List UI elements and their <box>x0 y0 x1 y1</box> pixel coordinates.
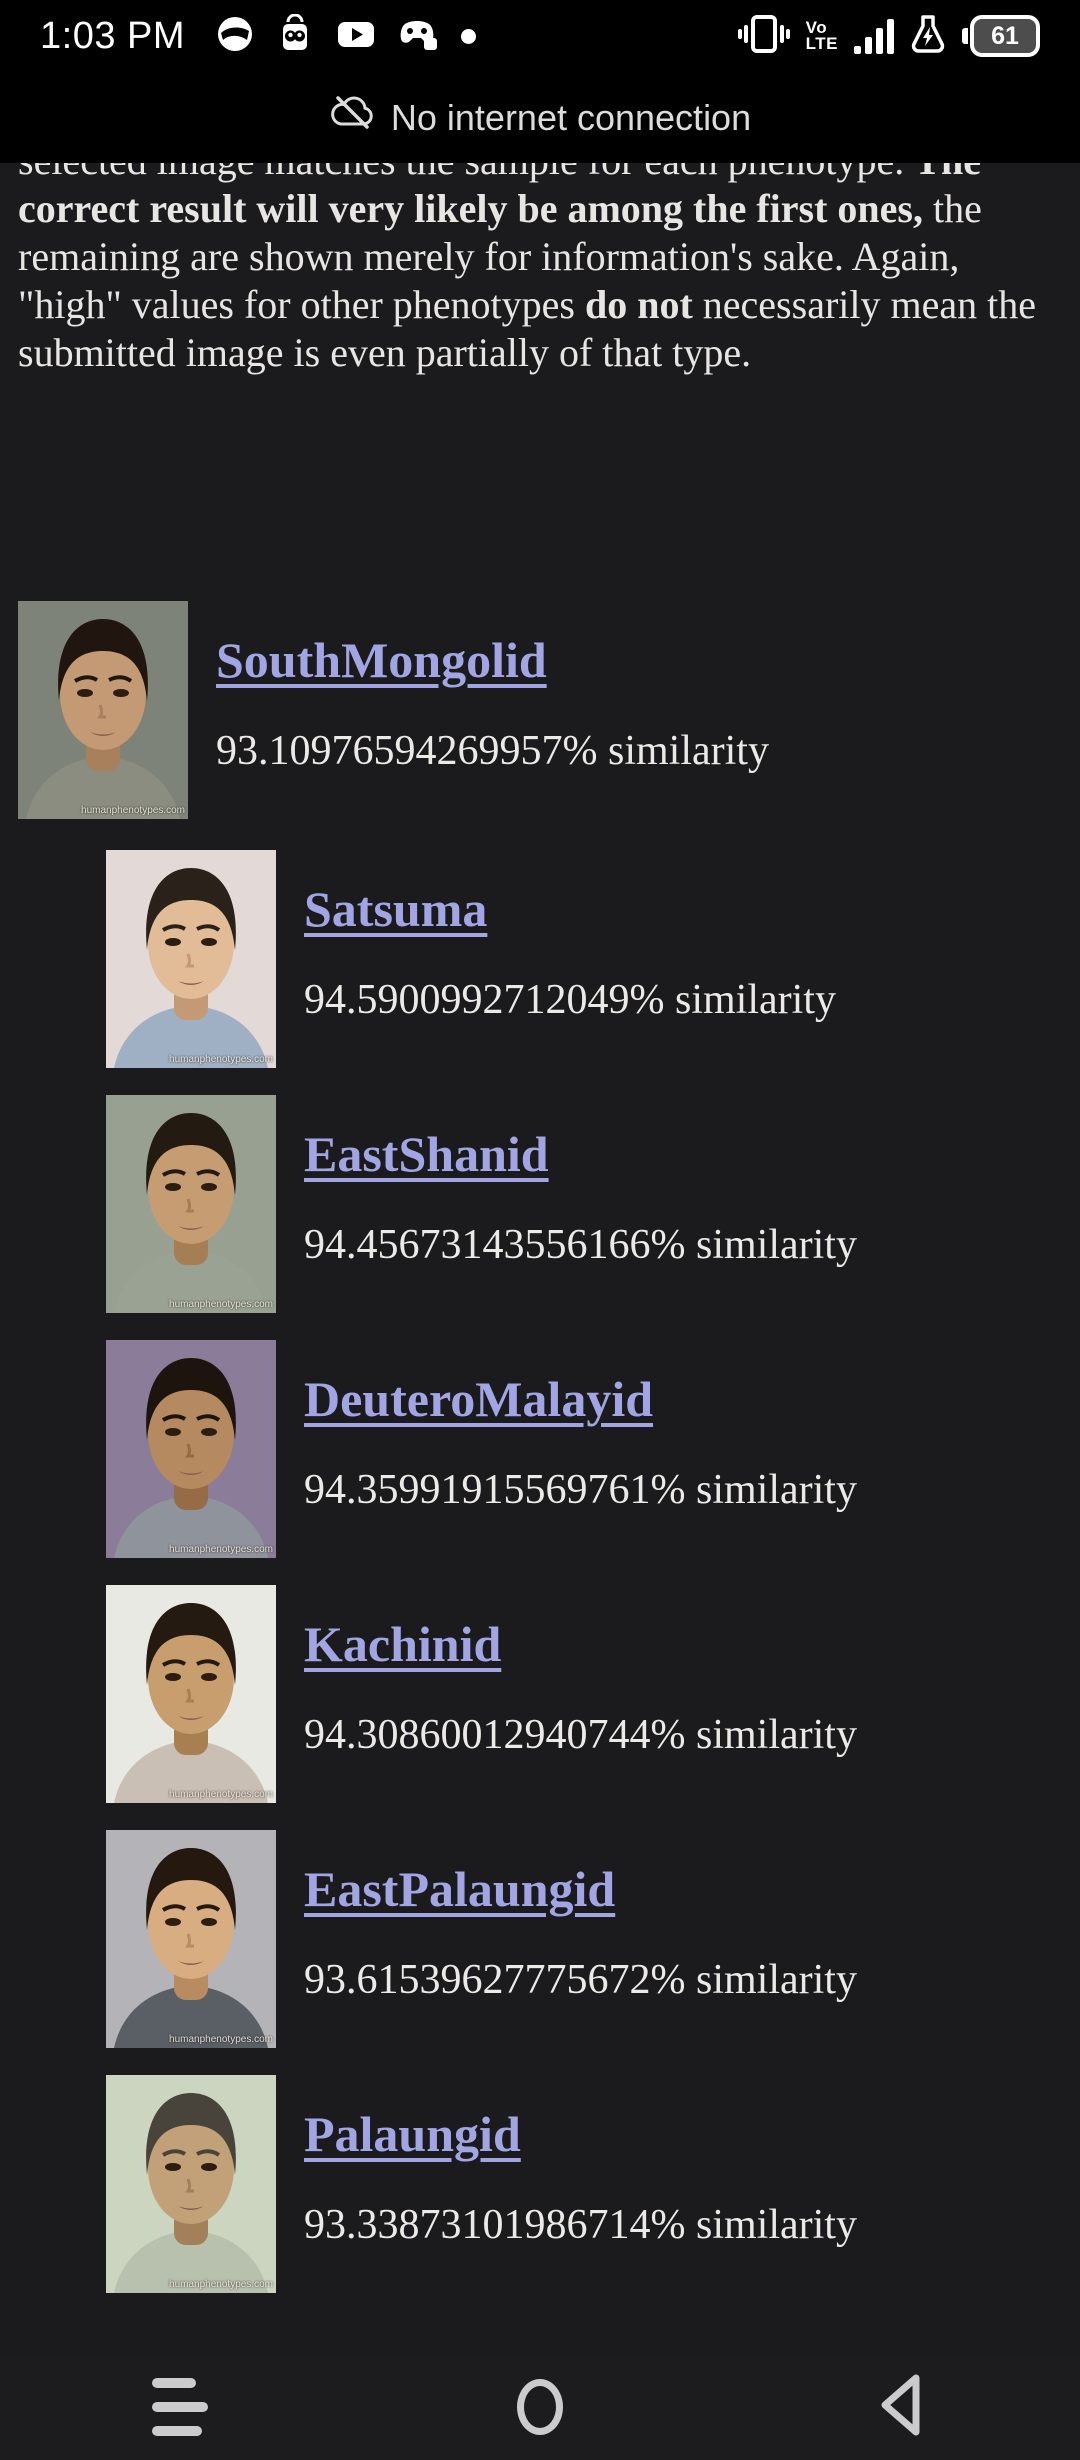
result-row: humanphenotypes.com Satsuma 94.590099271… <box>106 850 1062 1068</box>
photo-watermark: humanphenotypes.com <box>81 805 185 816</box>
similarity-value: 94.45673143556166% similarity <box>304 1222 857 1268</box>
result-row: humanphenotypes.com Palaungid 93.3387310… <box>106 2075 1062 2293</box>
menu-icon <box>152 2378 208 2436</box>
similarity-value: 93.33873101986714% similarity <box>304 2202 857 2248</box>
phenotype-photo: humanphenotypes.com <box>106 850 276 1068</box>
vibrate-icon <box>737 12 790 61</box>
phenotype-link[interactable]: EastPalaungid <box>304 1861 616 1917</box>
phenotype-link[interactable]: SouthMongolid <box>216 632 547 688</box>
phenotype-photo: humanphenotypes.com <box>18 601 188 819</box>
phenotype-photo: humanphenotypes.com <box>106 1340 276 1558</box>
back-icon <box>872 2369 928 2446</box>
youtube-icon <box>335 14 377 59</box>
phenotype-link[interactable]: EastShanid <box>304 1126 549 1182</box>
home-button[interactable] <box>360 2354 720 2460</box>
intro-paragraph: selected image matches the sample for ea… <box>18 163 1036 375</box>
menu-button[interactable] <box>0 2354 360 2460</box>
photo-watermark: humanphenotypes.com <box>169 1789 273 1800</box>
page-content: selected image matches the sample for ea… <box>0 163 1080 2354</box>
ribbon-badge-icon <box>215 14 255 59</box>
result-row: humanphenotypes.com DeuteroMalayid 94.35… <box>106 1340 1062 1558</box>
photo-watermark: humanphenotypes.com <box>169 1299 273 1310</box>
signal-strength-icon <box>854 18 894 54</box>
result-row: humanphenotypes.com SouthMongolid 93.109… <box>18 601 1062 819</box>
result-row: humanphenotypes.com EastPalaungid 93.615… <box>106 1830 1062 2048</box>
offline-banner: No internet connection <box>0 72 1080 163</box>
results-sublist: humanphenotypes.com Satsuma 94.590099271… <box>18 850 1062 2293</box>
offline-banner-text: No internet connection <box>390 96 752 138</box>
result-row: humanphenotypes.com Kachinid 94.30860012… <box>106 1585 1062 1803</box>
similarity-value: 93.10976594269957% similarity <box>216 728 769 774</box>
similarity-value: 94.35991915569761% similarity <box>304 1467 857 1513</box>
phenotype-link[interactable]: DeuteroMalayid <box>304 1371 654 1427</box>
notification-icons <box>215 13 477 59</box>
photo-watermark: humanphenotypes.com <box>169 1544 273 1555</box>
game-chat-icon <box>397 14 441 59</box>
back-button[interactable] <box>720 2354 1080 2460</box>
home-icon <box>517 2379 563 2435</box>
more-notifications-dot <box>461 28 477 44</box>
battery-icon: 61 <box>962 15 1040 57</box>
clock-time: 1:03 PM <box>40 14 186 57</box>
phenotype-photo: humanphenotypes.com <box>106 2075 276 2293</box>
similarity-value: 94.30860012940744% similarity <box>304 1712 857 1758</box>
results-list: humanphenotypes.com SouthMongolid 93.109… <box>18 601 1062 2293</box>
phenotype-link[interactable]: Kachinid <box>304 1616 502 1672</box>
similarity-value: 93.61539627775672% similarity <box>304 1957 857 2003</box>
photo-watermark: humanphenotypes.com <box>169 1054 273 1065</box>
battery-percent: 61 <box>991 21 1019 50</box>
phenotype-photo: humanphenotypes.com <box>106 1830 276 2048</box>
power-flask-icon <box>910 13 946 60</box>
android-nav-bar <box>0 2354 1080 2460</box>
phenotype-link[interactable]: Satsuma <box>304 881 488 937</box>
phenotype-link[interactable]: Palaungid <box>304 2106 521 2162</box>
status-bar: 1:03 PM Vo LTE 61 <box>0 0 1080 72</box>
nested-results: humanphenotypes.com Satsuma 94.590099271… <box>18 850 1062 2293</box>
phenotype-photo: humanphenotypes.com <box>106 1095 276 1313</box>
system-status-icons: Vo LTE 61 <box>737 12 1040 61</box>
volte-indicator: Vo LTE <box>805 18 838 53</box>
photo-watermark: humanphenotypes.com <box>169 2034 273 2045</box>
similarity-value: 94.5900992712049% similarity <box>304 977 836 1023</box>
phenotype-photo: humanphenotypes.com <box>106 1585 276 1803</box>
photo-watermark: humanphenotypes.com <box>169 2279 273 2290</box>
shopping-bag-owl-icon <box>275 13 315 59</box>
result-row: humanphenotypes.com EastShanid 94.456731… <box>106 1095 1062 1313</box>
cloud-off-icon <box>329 94 375 141</box>
